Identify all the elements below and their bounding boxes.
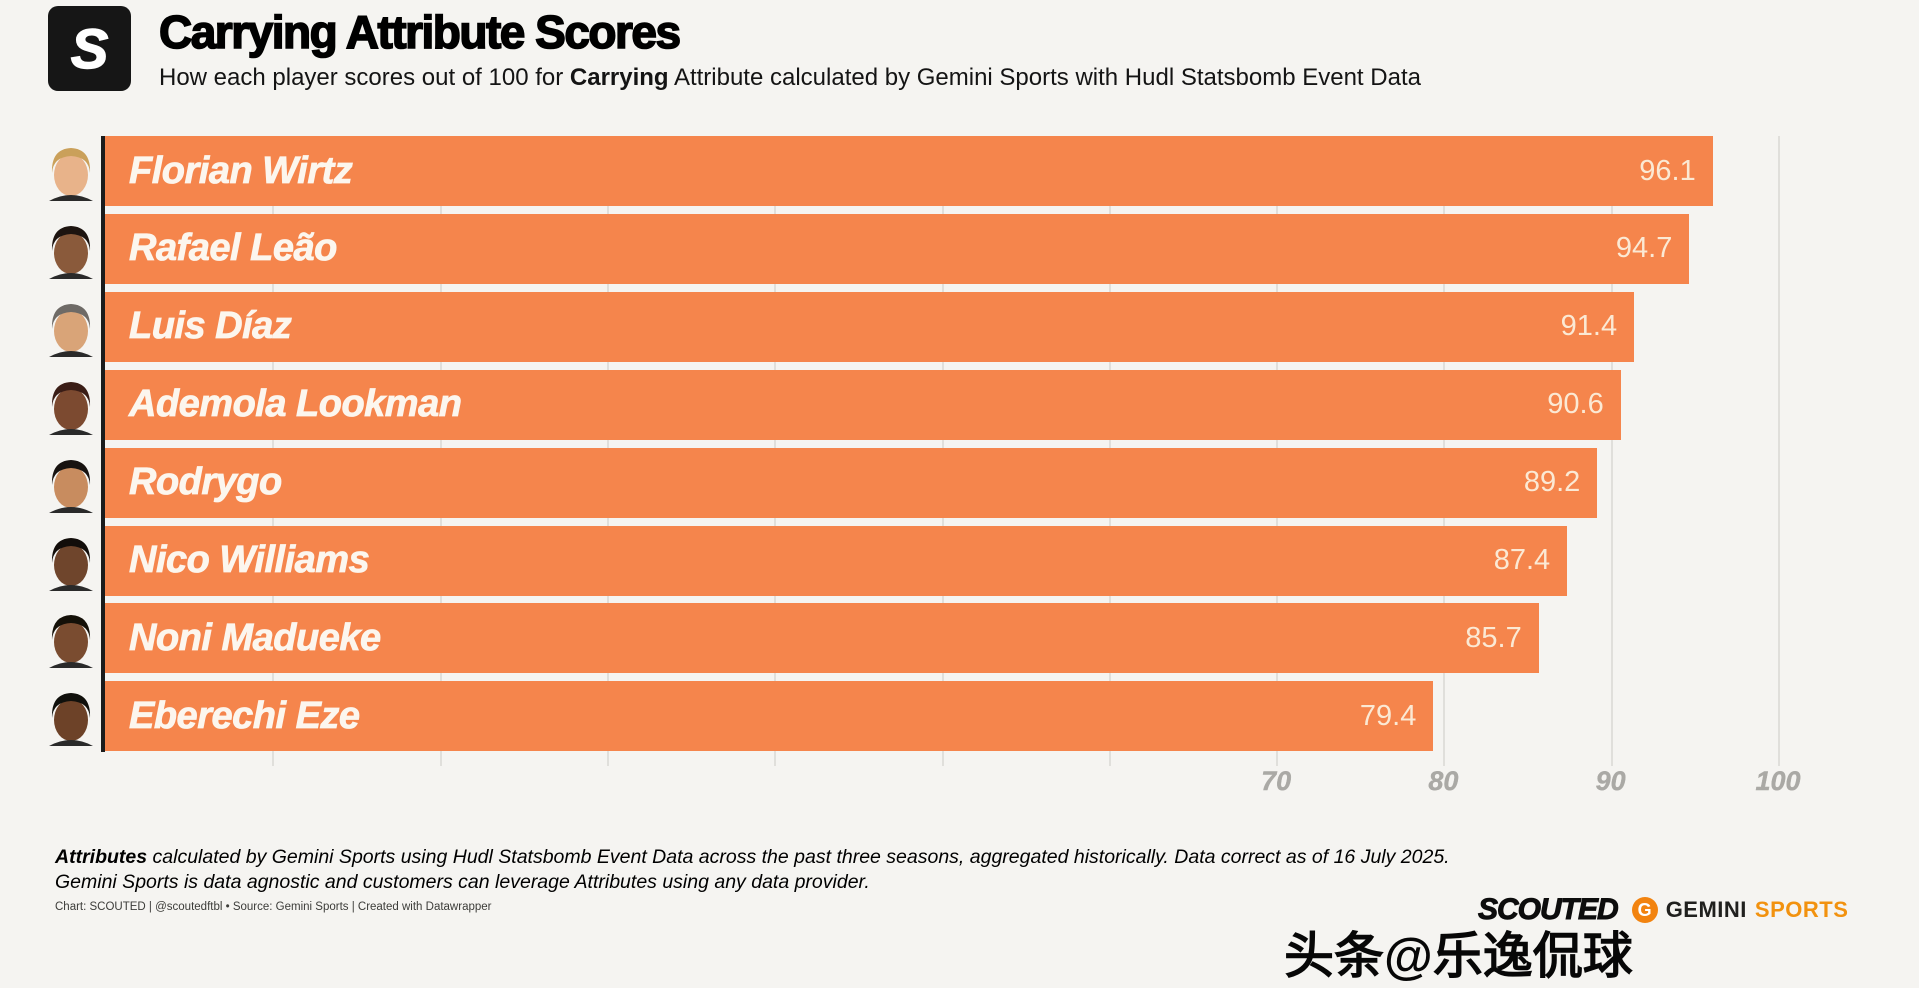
player-avatar: [49, 225, 93, 279]
player-name-label: Noni Madueke: [129, 616, 382, 659]
footnote-bold-word: Attributes: [55, 846, 148, 868]
page-title: Carrying Attribute Scores: [158, 5, 682, 59]
player-name-label: Rodrygo: [129, 461, 283, 504]
branding-row: SCOUTED G GEMINI SPORTS: [1478, 893, 1848, 927]
y-axis-line: [101, 136, 105, 752]
score-bar: Florian Wirtz 96.1: [105, 136, 1713, 206]
gemini-sports-logo: G GEMINI SPORTS: [1631, 897, 1849, 923]
sports-wordmark: SPORTS: [1754, 897, 1849, 922]
gemini-wordmark: GEMINI: [1665, 897, 1747, 922]
footnote: Attributes calculated by Gemini Sports u…: [55, 845, 1555, 895]
score-value-label: 85.7: [1465, 621, 1522, 654]
plot-area: Florian Wirtz 96.1 Rafael Leão 94.7 Luis Día…: [49, 136, 1919, 796]
player-avatar: [49, 381, 93, 435]
player-name-label: Rafael Leão: [129, 227, 338, 270]
scouted-wordmark: SCOUTED: [1478, 893, 1620, 927]
header: S Carrying Attribute Scores How each pla…: [48, 5, 1421, 92]
footnote-line-2: Gemini Sports is data agnostic and custo…: [55, 871, 870, 893]
watermark-text: 头条@乐逸侃球: [1284, 928, 1633, 984]
score-bar: Eberechi Eze 79.4: [105, 681, 1434, 752]
player-avatar: [49, 537, 93, 591]
score-bar: Rodrygo 89.2: [105, 447, 1598, 518]
score-value-label: 87.4: [1493, 544, 1551, 576]
score-value-label: 94.7: [1615, 232, 1673, 265]
x-axis-tick-70: 70: [1261, 766, 1292, 796]
bar-row: Rafael Leão 94.7: [49, 213, 1919, 284]
score-bar: Noni Madueke 85.7: [105, 603, 1539, 674]
chart-subtitle: How each player scores out of 100 for Ca…: [159, 64, 1421, 92]
bar-row: Noni Madueke 85.7: [49, 603, 1919, 674]
subtitle-bold-word: Carrying: [569, 64, 669, 91]
bar-row: Luis Díaz 91.4: [49, 291, 1919, 362]
player-avatar: [49, 303, 93, 357]
score-value-label: 96.1: [1639, 154, 1696, 187]
footnote-line-1-rest: calculated by Gemini Sports using Hudl S…: [147, 846, 1450, 868]
player-name-label: Ademola Lookman: [129, 383, 463, 426]
bar-row: Eberechi Eze 79.4: [49, 681, 1919, 752]
player-name-label: Florian Wirtz: [129, 149, 354, 192]
x-axis-tick-100: 100: [1755, 766, 1801, 796]
player-avatar: [49, 693, 93, 747]
credit-line: Chart: SCOUTED | @scoutedftbl • Source: …: [55, 901, 492, 913]
bar-row: Ademola Lookman 90.6: [49, 369, 1919, 440]
subtitle-prefix: How each player scores out of 100 for: [159, 64, 570, 91]
player-avatar: [49, 148, 93, 201]
player-avatar: [49, 615, 93, 669]
bar-row: Florian Wirtz 96.1: [49, 136, 1919, 206]
score-value-label: 91.4: [1560, 310, 1618, 343]
bar-row: Rodrygo 89.2: [49, 447, 1919, 518]
score-value-label: 89.2: [1523, 466, 1581, 499]
score-bar: Luis Díaz 91.4: [105, 291, 1635, 362]
score-value-label: 90.6: [1547, 388, 1604, 421]
gridline-100: [1778, 136, 1780, 766]
score-bar: Nico Williams 87.4: [105, 525, 1568, 596]
player-name-label: Nico Williams: [129, 539, 371, 582]
scouted-s-logo-icon: S: [48, 6, 131, 91]
score-value-label: 79.4: [1359, 699, 1417, 732]
footnote-line-1: Attributes calculated by Gemini Sports u…: [55, 845, 1555, 870]
player-name-label: Luis Díaz: [129, 305, 293, 348]
player-name-label: Eberechi Eze: [129, 694, 361, 737]
score-bar: Rafael Leão 94.7: [105, 213, 1690, 284]
x-axis-tick-80: 80: [1428, 766, 1459, 796]
bar-row: Nico Williams 87.4: [49, 525, 1919, 596]
player-avatar: [49, 459, 93, 513]
x-axis-tick-90: 90: [1595, 766, 1626, 796]
title-block: Carrying Attribute Scores How each playe…: [158, 5, 1421, 92]
gemini-logo-icon: G: [1631, 897, 1658, 923]
gridline-90: [1610, 136, 1613, 766]
subtitle-suffix: Attribute calculated by Gemini Sports wi…: [668, 64, 1421, 91]
score-bar: Ademola Lookman 90.6: [105, 369, 1621, 440]
